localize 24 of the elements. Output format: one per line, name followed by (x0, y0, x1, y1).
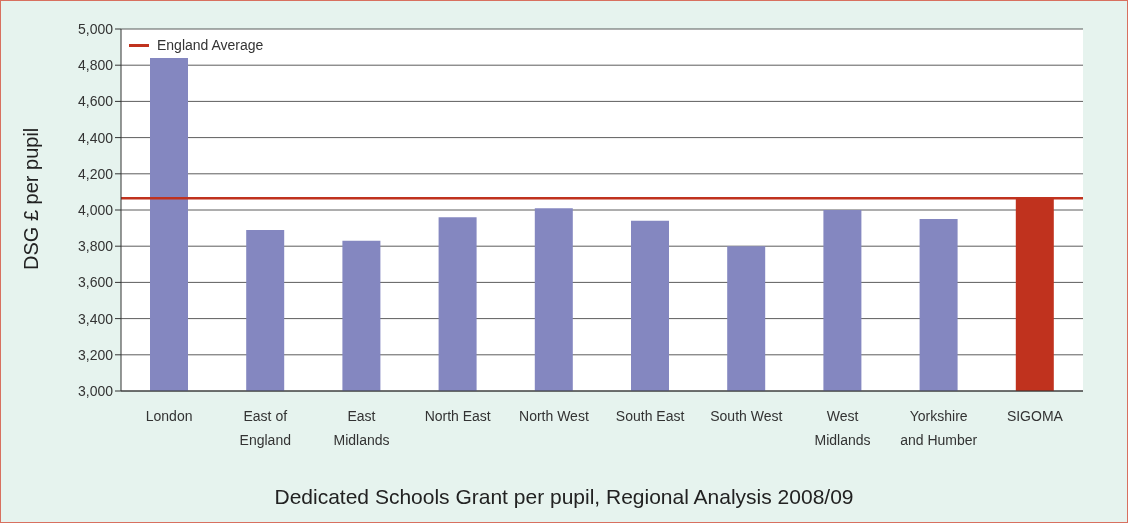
legend-label: England Average (157, 37, 264, 53)
y-tick-label: 5,000 (77, 20, 114, 37)
x-tick-label: North East (424, 408, 491, 424)
x-tick-label: East of England (239, 408, 291, 448)
y-tick-label: 4,200 (77, 165, 114, 182)
text: Dedicated Schools Grant per pupil, Regional Analysis 2008/09 (273, 485, 855, 509)
x-tick-label: West Midlands (814, 408, 871, 448)
x-tick-label: South East (615, 408, 685, 424)
x-tick-label: Yorkshire and Humber (900, 408, 978, 448)
y-tick-label: 3,800 (77, 238, 114, 255)
x-tick-label: North West (519, 408, 589, 424)
y-axis-title: DSG £ per pupil (20, 127, 43, 270)
y-tick-label: 3,400 (77, 310, 114, 327)
y-tick-label: 3,600 (77, 274, 114, 291)
x-tick-label: East Midlands (333, 408, 390, 448)
x-tick-label: London (145, 408, 193, 424)
y-tick-label: 4,800 (77, 57, 114, 74)
y-tick-label: 4,000 (77, 201, 114, 218)
y-tick-label: 4,600 (77, 93, 114, 110)
x-tick-label: SIGOMA (1006, 408, 1064, 424)
y-tick-label: 3,200 (77, 346, 114, 363)
x-tick-label: South West (710, 408, 783, 424)
y-tick-label: 3,000 (77, 382, 114, 399)
y-tick-label: 4,400 (77, 129, 114, 146)
